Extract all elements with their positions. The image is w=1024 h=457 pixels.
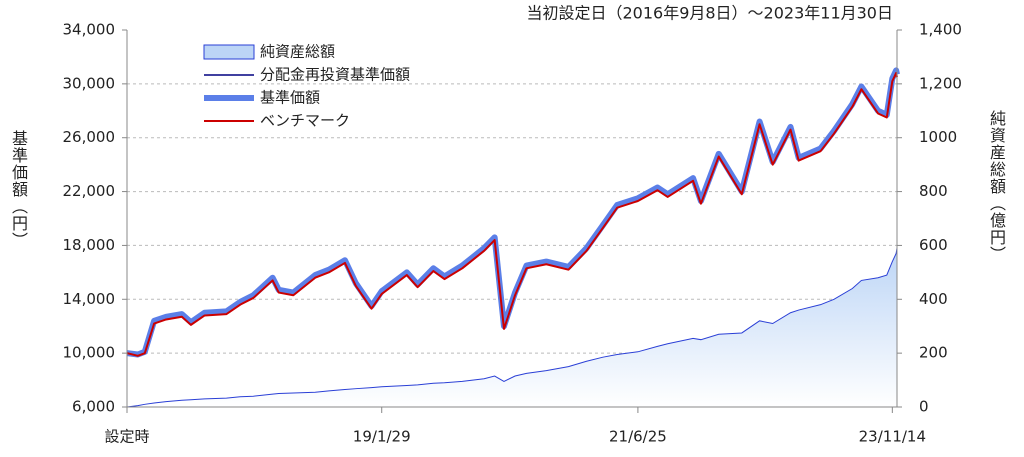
y2-tick-label: 600	[919, 236, 948, 254]
x-tick-label: 設定時	[104, 428, 149, 446]
y-tick-label: 30,000	[63, 74, 116, 92]
legend-label: 純資産総額	[260, 43, 335, 61]
y-tick-label: 22,000	[63, 182, 116, 200]
line	[126, 67, 900, 358]
y-axis-label: 基準価額（円）	[9, 130, 28, 249]
y-tick-label: 10,000	[63, 344, 116, 362]
legend-label: 分配金再投資基準価額	[260, 66, 410, 84]
chart-title: 当初設定日（2016年9月8日）～2023年11月30日	[526, 4, 893, 23]
legend-label: 基準価額	[260, 89, 320, 107]
x-tick-label: 21/6/25	[609, 428, 667, 446]
y2-tick-label: 1,200	[919, 74, 962, 92]
legend-label: ベンチマーク	[260, 112, 350, 130]
line	[126, 72, 898, 357]
area-line	[126, 248, 898, 408]
line	[126, 69, 898, 356]
y2-tick-label: 1,400	[919, 21, 962, 39]
y2-tick-label: 400	[919, 290, 948, 308]
y2-axis-label: 純資産総額（億円）	[987, 110, 1006, 263]
y-tick-label: 26,000	[63, 128, 116, 146]
x-tick-label: 23/11/14	[859, 428, 926, 446]
legend-swatch	[203, 44, 255, 60]
y-tick-label: 34,000	[63, 21, 116, 39]
x-tick-label: 19/1/29	[353, 428, 411, 446]
y2-tick-label: 200	[919, 344, 948, 362]
y2-tick-label: 0	[919, 398, 929, 416]
y-tick-label: 14,000	[63, 290, 116, 308]
y-tick-label: 18,000	[63, 236, 116, 254]
y2-tick-label: 800	[919, 182, 948, 200]
y2-tick-label: 1000	[919, 128, 957, 146]
y-tick-label: 6,000	[72, 398, 115, 416]
area	[127, 248, 897, 407]
